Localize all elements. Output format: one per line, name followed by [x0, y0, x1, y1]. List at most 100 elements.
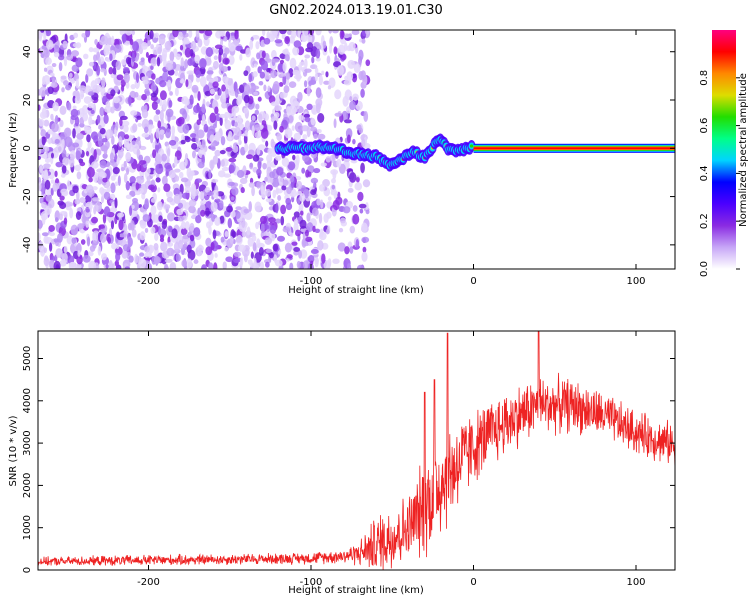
- noise-blob: [161, 175, 168, 186]
- noise-blob: [279, 30, 287, 35]
- noise-blob: [111, 263, 115, 269]
- noise-blob: [322, 179, 330, 187]
- noise-blob: [331, 178, 336, 184]
- noise-blob: [295, 229, 301, 237]
- noise-blob: [51, 122, 59, 133]
- noise-blob: [204, 30, 213, 37]
- noise-blob: [87, 251, 94, 257]
- noise-blob: [39, 86, 48, 97]
- noise-blob: [186, 167, 192, 179]
- noise-blob: [79, 197, 86, 203]
- noise-blob: [144, 198, 149, 205]
- noise-blob: [222, 91, 226, 100]
- noise-blob: [243, 208, 250, 214]
- noise-blob: [281, 157, 290, 167]
- noise-blob: [314, 228, 321, 233]
- noise-blob: [193, 227, 201, 237]
- noise-blob: [361, 251, 368, 262]
- noise-blob: [362, 179, 371, 188]
- noise-blob: [92, 232, 97, 243]
- noise-blob: [355, 239, 360, 250]
- noise-blob: [88, 61, 95, 67]
- noise-blob: [320, 162, 327, 167]
- noise-blob: [323, 80, 330, 85]
- noise-blob: [79, 122, 85, 128]
- noise-blob: [310, 117, 316, 126]
- noise-blob: [74, 164, 82, 172]
- noise-blob: [219, 116, 223, 126]
- noise-blob: [62, 157, 70, 166]
- noise-blob: [184, 221, 190, 231]
- noise-blob: [224, 47, 230, 55]
- noise-blob: [87, 140, 92, 149]
- noise-blob: [38, 182, 42, 192]
- noise-blob: [295, 71, 302, 82]
- noise-blob: [131, 228, 137, 238]
- noise-blob: [115, 252, 121, 262]
- noise-blob: [219, 200, 224, 209]
- noise-blob: [141, 93, 147, 101]
- noise-blob: [59, 213, 63, 221]
- noise-blob: [231, 119, 236, 127]
- noise-blob: [229, 235, 234, 245]
- noise-blob: [213, 55, 218, 60]
- noise-blob: [239, 257, 244, 267]
- noise-blob: [189, 222, 195, 232]
- noise-blob: [83, 124, 88, 132]
- noise-blob: [101, 138, 108, 143]
- noise-blob: [310, 189, 317, 196]
- noise-blob: [167, 212, 175, 222]
- noise-blob: [309, 64, 318, 70]
- noise-blob: [293, 211, 300, 218]
- noise-blob: [90, 109, 95, 115]
- noise-blob: [220, 136, 226, 146]
- noise-blob: [206, 191, 214, 196]
- colorbar: 0.0 0.2 0.4 0.6 0.8 Normalized spectral ampl…: [699, 30, 749, 277]
- noise-blob: [221, 84, 226, 92]
- noise-blob: [346, 262, 352, 269]
- noise-blob: [314, 67, 319, 74]
- noise-blob: [311, 207, 319, 217]
- noise-blob: [137, 136, 141, 141]
- noise-blob: [191, 142, 198, 150]
- noise-blob: [249, 177, 254, 184]
- colorbar-tick-label: 0.4: [699, 165, 710, 181]
- noise-blob: [205, 47, 214, 57]
- noise-blob: [268, 217, 276, 223]
- noise-blob: [243, 70, 249, 77]
- noise-blob: [215, 189, 219, 200]
- noise-blob: [63, 217, 68, 225]
- noise-blob: [251, 186, 255, 197]
- noise-blob: [235, 206, 242, 211]
- noise-blob: [121, 120, 130, 127]
- noise-blob: [301, 238, 307, 248]
- noise-blob: [306, 103, 313, 111]
- noise-blob: [85, 184, 94, 193]
- noise-blob: [273, 254, 278, 263]
- noise-blob: [180, 227, 188, 236]
- spectrogram-frame: [37, 29, 676, 270]
- colorbar-gradient: [712, 30, 736, 269]
- noise-blob: [85, 208, 90, 213]
- noise-blob: [120, 167, 125, 172]
- noise-blob: [220, 159, 225, 168]
- noise-blob: [43, 235, 49, 244]
- noise-blob: [340, 30, 345, 38]
- spectrogram-noise: [38, 30, 371, 269]
- noise-blob: [116, 231, 120, 239]
- noise-blob: [168, 99, 173, 108]
- noise-blob: [150, 205, 157, 216]
- noise-blob: [128, 95, 132, 106]
- noise-blob: [125, 56, 131, 65]
- noise-blob: [145, 51, 149, 58]
- noise-blob: [316, 128, 322, 134]
- noise-blob: [279, 53, 287, 60]
- colorbar-label: Normalized spectral amplitude: [738, 73, 749, 227]
- noise-blob: [144, 90, 151, 96]
- noise-blob: [163, 183, 171, 193]
- noise-blob: [219, 215, 225, 224]
- noise-blob: [283, 85, 290, 94]
- noise-blob: [103, 114, 109, 124]
- noise-blob: [155, 177, 161, 183]
